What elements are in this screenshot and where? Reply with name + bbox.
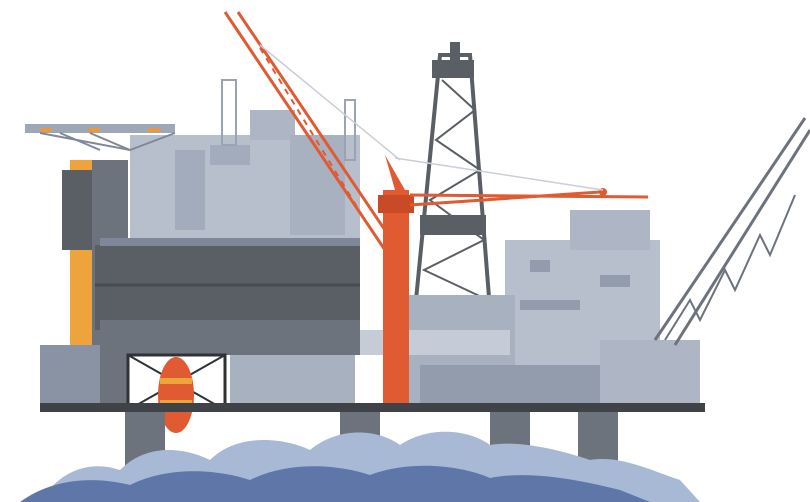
light (148, 128, 160, 132)
platform (420, 215, 486, 235)
window (520, 300, 580, 310)
boom-lattice (664, 194, 796, 341)
mast (344, 99, 356, 161)
top (450, 42, 460, 60)
truss (39, 132, 176, 152)
red-crane (378, 155, 649, 405)
light (88, 128, 100, 132)
jib (223, 11, 397, 251)
tower-lattice (421, 79, 489, 301)
leg (578, 412, 618, 467)
wave-dark (20, 465, 650, 502)
apex (385, 155, 405, 190)
building (570, 210, 650, 250)
window (600, 275, 630, 287)
railing (100, 238, 360, 246)
walkway (350, 330, 510, 355)
boat (158, 357, 194, 433)
column (383, 190, 409, 405)
window (530, 260, 550, 272)
helideck (25, 124, 176, 152)
side-building (40, 345, 100, 405)
band (160, 378, 192, 384)
grey-crane (653, 117, 810, 346)
module-lower (100, 320, 360, 355)
module (95, 245, 360, 330)
cab (378, 195, 414, 213)
cable (394, 157, 604, 191)
building (210, 145, 250, 165)
right-buildings (350, 210, 700, 405)
red-crane-jib (223, 11, 401, 251)
crown (432, 60, 474, 78)
boom (409, 190, 649, 207)
cable (259, 44, 401, 161)
deck (40, 403, 705, 412)
sea (20, 431, 700, 502)
lower-building (230, 355, 355, 405)
building (600, 340, 700, 405)
building (175, 150, 205, 230)
main-module (40, 160, 360, 410)
boom (653, 117, 810, 346)
light (40, 128, 52, 132)
building (420, 365, 600, 405)
jib-lattice (259, 47, 366, 221)
building (250, 110, 295, 140)
panel (62, 170, 95, 250)
mast (221, 79, 237, 146)
